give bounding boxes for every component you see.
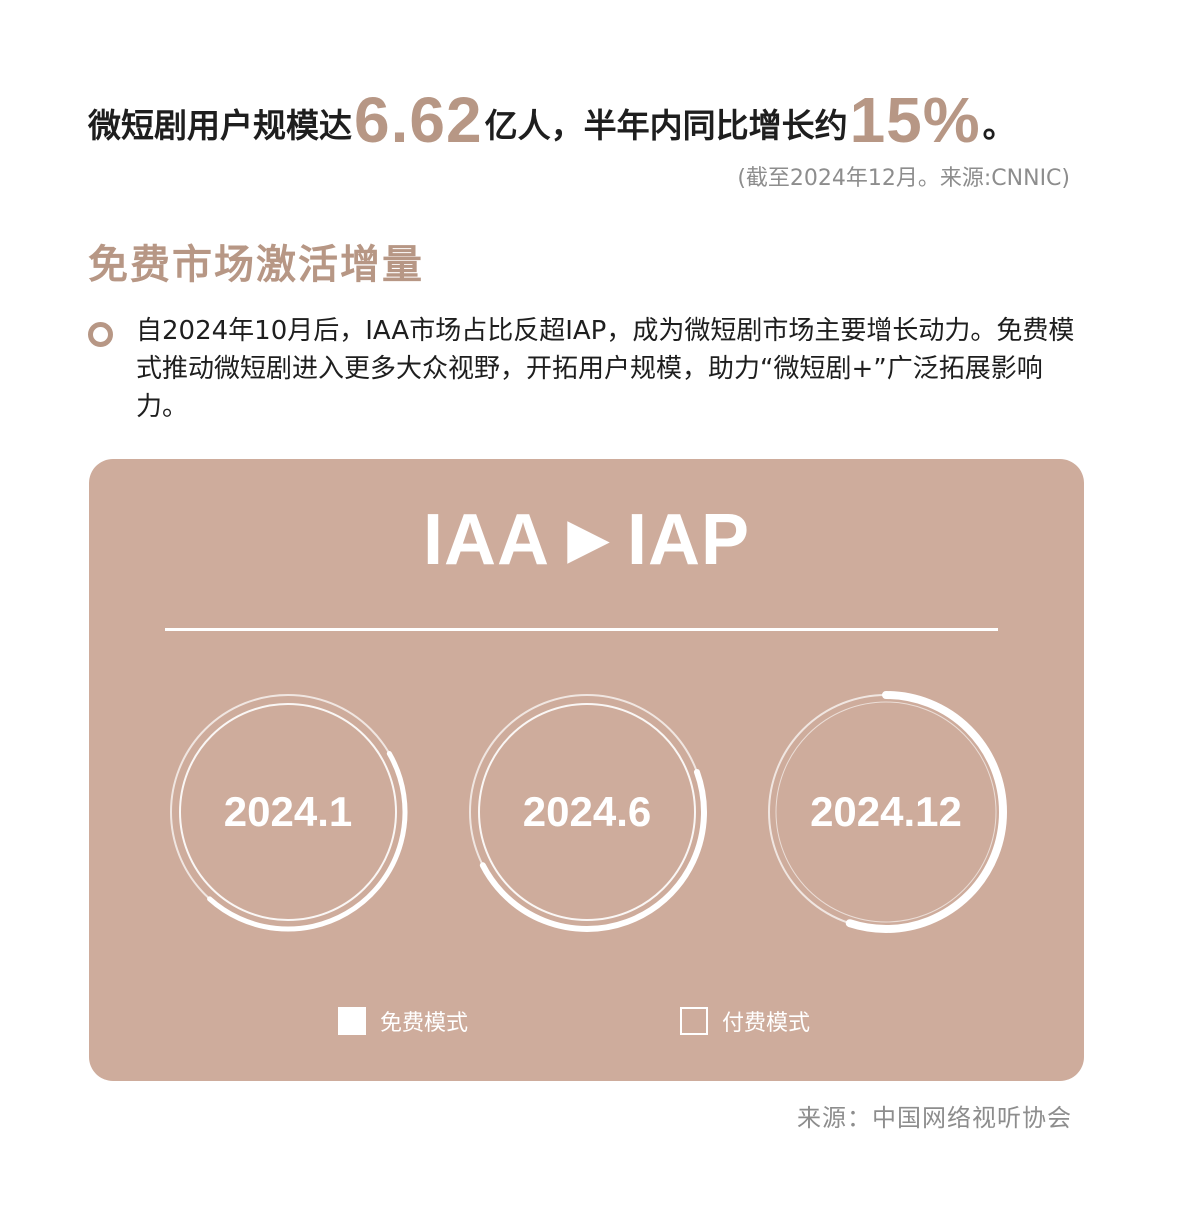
legend-free: 免费模式 [338,1005,468,1037]
section-title: 免费市场激活增量 [88,242,424,288]
source-credit: 来源：中国网络视听协会 [797,1104,1072,1132]
legend-label-paid: 付费模式 [722,1011,811,1036]
ring-free-arc [467,692,707,932]
legend-swatch-free [338,1007,366,1035]
comparison-card: IAA ▶ IAP 2024.1 2024.6 2024.12 免费模式 付费模式 [89,459,1084,1081]
period-label: 2024.1 [223,788,353,835]
card-title-right: IAP [626,500,751,580]
card-title: IAA ▶ IAP [89,499,1084,581]
ring-graphic [168,692,408,932]
ring-inner-track [478,703,696,921]
ring-graphic [467,692,707,932]
period-ring-2024-6: 2024.6 [463,688,711,936]
ring-inner-track [179,703,397,921]
period-ring-2024-12: 2024.12 [762,688,1010,936]
period-ring-2024-1: 2024.1 [164,688,412,936]
ring-graphic [765,691,1007,933]
ring-free-arc [168,692,408,932]
card-title-left: IAA [422,500,550,580]
source-note: (截至2024年12月。来源:CNNIC) [737,166,1070,191]
period-label: 2024.6 [522,788,652,835]
headline-middle: 亿人，半年内同比增长约 [484,106,848,145]
growth-value: 15% [849,84,981,156]
greater-than-arrow-icon: ▶ [567,510,609,568]
ring-inner-track [775,701,997,923]
ring-free-arc [765,691,1007,933]
bullet-ring-icon [88,322,113,347]
users-value: 6.62 [354,84,483,156]
headline-prefix: 微短剧用户规模达 [88,106,352,145]
section-body: 自2024年10月后，IAA市场占比反超IAP，成为微短剧市场主要增长动力。免费… [136,316,1075,422]
legend-swatch-paid [680,1007,708,1035]
legend-label-free: 免费模式 [380,1011,469,1036]
headline: 微短剧用户规模达 6.62 亿人，半年内同比增长约 15% 。 [88,80,1098,152]
period-label: 2024.12 [810,788,962,835]
card-divider [165,628,998,631]
headline-suffix: 。 [982,106,1016,145]
legend-paid: 付费模式 [680,1005,810,1037]
